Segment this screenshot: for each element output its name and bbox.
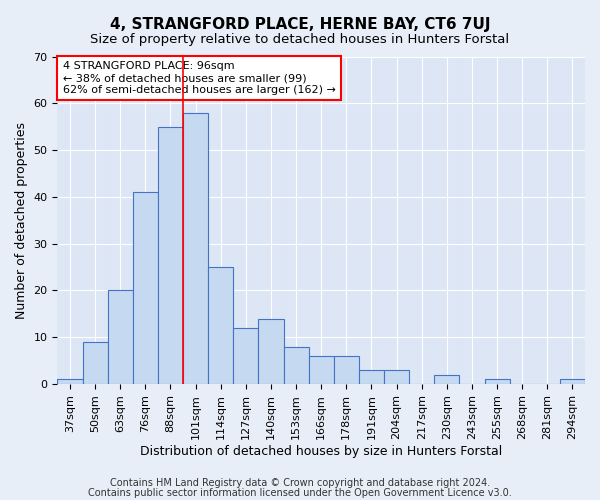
Bar <box>434 374 460 384</box>
Bar <box>308 356 334 384</box>
Text: Contains HM Land Registry data © Crown copyright and database right 2024.: Contains HM Land Registry data © Crown c… <box>110 478 490 488</box>
Bar <box>107 290 133 384</box>
Bar <box>58 380 83 384</box>
Bar <box>158 126 183 384</box>
Bar <box>183 112 208 384</box>
Bar <box>133 192 158 384</box>
Bar <box>334 356 359 384</box>
Bar <box>560 380 585 384</box>
Bar <box>284 346 308 384</box>
Bar <box>359 370 384 384</box>
Bar <box>83 342 107 384</box>
Text: Contains public sector information licensed under the Open Government Licence v3: Contains public sector information licen… <box>88 488 512 498</box>
Bar <box>384 370 409 384</box>
Bar <box>485 380 509 384</box>
Bar <box>233 328 259 384</box>
Text: 4 STRANGFORD PLACE: 96sqm
← 38% of detached houses are smaller (99)
62% of semi-: 4 STRANGFORD PLACE: 96sqm ← 38% of detac… <box>62 62 335 94</box>
Text: 4, STRANGFORD PLACE, HERNE BAY, CT6 7UJ: 4, STRANGFORD PLACE, HERNE BAY, CT6 7UJ <box>110 18 490 32</box>
Text: Size of property relative to detached houses in Hunters Forstal: Size of property relative to detached ho… <box>91 32 509 46</box>
Y-axis label: Number of detached properties: Number of detached properties <box>15 122 28 319</box>
Bar <box>208 267 233 384</box>
X-axis label: Distribution of detached houses by size in Hunters Forstal: Distribution of detached houses by size … <box>140 444 502 458</box>
Bar <box>259 318 284 384</box>
